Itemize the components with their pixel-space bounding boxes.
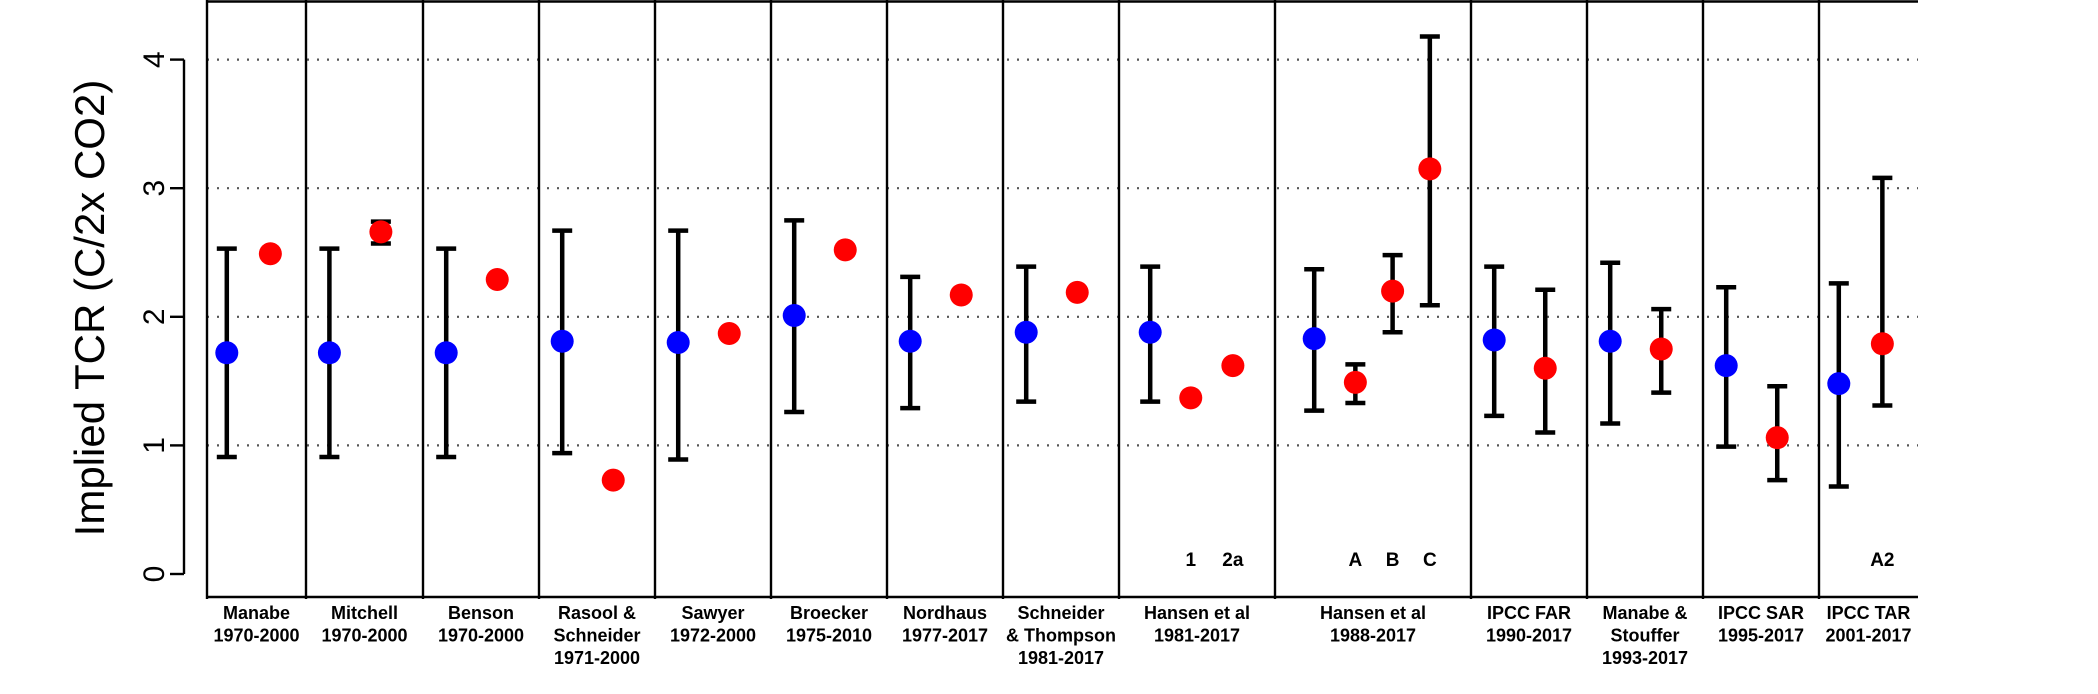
observed-point-9-0 (1302, 327, 1326, 351)
scenario-label-9-2: B (1386, 550, 1400, 571)
labels: Manabe 1970-2000 Mitchell 1970-2000 Benson 19… (213, 550, 1911, 668)
panel-label-7-line-2: 1981-2017 (1018, 648, 1104, 668)
model-point-3-1 (601, 468, 625, 492)
data-points (215, 157, 1894, 492)
panel-label-2-line-0: Benson (448, 603, 514, 623)
panel-label-7-line-0: Schneider (1017, 603, 1104, 623)
model-point-9-3 (1418, 157, 1442, 181)
y-tick-label-1: 1 (138, 437, 171, 454)
scenario-label-9-1: A (1348, 550, 1362, 571)
scenario-label-8-2: 2a (1222, 550, 1244, 571)
model-point-4-1 (717, 322, 741, 346)
y-tick-label-3: 3 (138, 180, 171, 197)
panel-label-6-line-1: 1977-2017 (902, 626, 988, 646)
model-point-5-1 (833, 238, 857, 262)
panel-label-12-line-0: IPCC SAR (1718, 603, 1804, 623)
panel-label-5-line-1: 1975-2010 (786, 626, 872, 646)
panel-label-12-line-1: 1995-2017 (1718, 626, 1804, 646)
model-point-9-2 (1381, 279, 1405, 303)
model-point-13-1 (1870, 332, 1894, 356)
model-point-1-1 (369, 220, 393, 244)
panel-label-7-line-1: & Thompson (1006, 626, 1116, 646)
panel-label-13-line-1: 2001-2017 (1825, 626, 1911, 646)
scenario-label-13-1: A2 (1870, 550, 1894, 571)
model-point-11-1 (1649, 337, 1673, 361)
panel-label-11-line-0: Manabe & (1602, 603, 1687, 623)
y-axis: 0 1 2 3 4 (138, 51, 186, 583)
observed-point-13-0 (1827, 372, 1851, 396)
panel-label-0-line-1: 1970-2000 (213, 626, 299, 646)
model-point-6-1 (949, 283, 973, 307)
panel-label-11-line-1: Stouffer (1611, 626, 1680, 646)
panels (205, 0, 1918, 599)
model-point-12-1 (1765, 426, 1789, 450)
observed-point-3-0 (550, 329, 574, 353)
scenario-label-8-1: 1 (1185, 550, 1196, 571)
observed-point-10-0 (1482, 328, 1506, 352)
y-tick-label-0: 0 (138, 566, 171, 583)
error-bars (216, 34, 1893, 489)
observed-point-4-0 (666, 331, 690, 355)
observed-point-6-0 (898, 329, 922, 353)
panel-label-10-line-0: IPCC FAR (1487, 603, 1571, 623)
model-point-7-1 (1065, 280, 1089, 304)
panel-label-9-line-1: 1988-2017 (1330, 626, 1416, 646)
panel-label-4-line-1: 1972-2000 (670, 626, 756, 646)
observed-point-2-0 (434, 341, 458, 365)
observed-point-5-0 (782, 304, 806, 328)
model-point-8-1 (1179, 386, 1203, 410)
observed-point-1-0 (317, 341, 341, 365)
model-point-8-2 (1221, 354, 1245, 378)
y-axis-label: Implied TCR (C/2x CO2) (66, 80, 113, 537)
panel-label-6-line-0: Nordhaus (903, 603, 987, 623)
panel-label-9-line-0: Hansen et al (1320, 603, 1426, 623)
model-point-10-1 (1533, 356, 1557, 380)
observed-point-0-0 (215, 341, 239, 365)
panel-label-1-line-0: Mitchell (331, 603, 398, 623)
panel-label-4-line-0: Sawyer (681, 603, 744, 623)
observed-point-7-0 (1014, 320, 1038, 344)
panel-label-8-line-0: Hansen et al (1144, 603, 1250, 623)
panel-label-8-line-1: 1981-2017 (1154, 626, 1240, 646)
model-point-2-1 (485, 268, 509, 292)
model-point-9-1 (1343, 370, 1367, 394)
panel-label-3-line-2: 1971-2000 (554, 648, 640, 668)
panel-label-10-line-1: 1990-2017 (1486, 626, 1572, 646)
panel-label-2-line-1: 1970-2000 (438, 626, 524, 646)
panel-label-1-line-1: 1970-2000 (321, 626, 407, 646)
panel-label-3-line-1: Schneider (553, 626, 640, 646)
model-point-0-1 (258, 242, 282, 266)
scenario-label-9-3: C (1423, 550, 1437, 571)
observed-point-11-0 (1598, 329, 1622, 353)
panel-label-3-line-0: Rasool & (558, 603, 636, 623)
y-tick-label-4: 4 (138, 51, 171, 68)
y-tick-label-2: 2 (138, 308, 171, 325)
observed-point-12-0 (1714, 354, 1738, 378)
panel-label-5-line-0: Broecker (790, 603, 868, 623)
observed-point-8-0 (1138, 320, 1162, 344)
panel-label-11-line-2: 1993-2017 (1602, 648, 1688, 668)
panel-label-13-line-0: IPCC TAR (1827, 603, 1911, 623)
panel-label-0-line-0: Manabe (223, 603, 290, 623)
